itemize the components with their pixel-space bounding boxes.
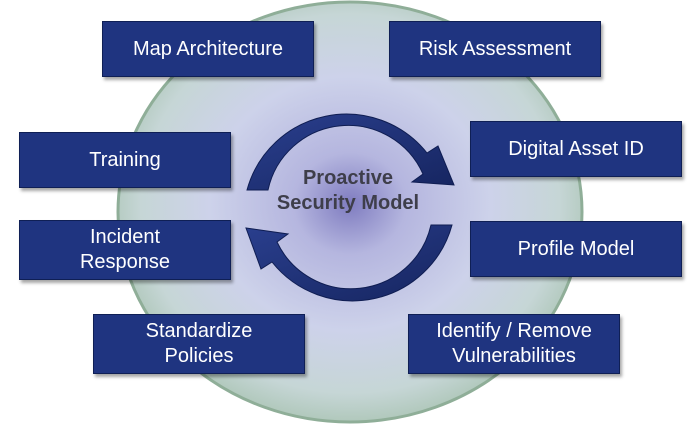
step-box-standardize-policies: Standardize Policies [93, 314, 305, 374]
step-box-incident-response: Incident Response [19, 220, 231, 280]
cycle-arrow-bottom [245, 224, 453, 302]
step-box-training: Training [19, 132, 231, 188]
step-box-profile-model: Profile Model [470, 221, 682, 277]
cycle-arrow-top [246, 113, 455, 191]
step-box-identify-remove-vulnerabilities: Identify / Remove Vulnerabilities [408, 314, 620, 374]
center-title: Proactive Security Model [276, 167, 420, 214]
step-box-digital-asset-id: Digital Asset ID [470, 121, 682, 177]
step-box-map-architecture: Map Architecture [102, 21, 314, 77]
step-box-risk-assessment: Risk Assessment [389, 21, 601, 77]
